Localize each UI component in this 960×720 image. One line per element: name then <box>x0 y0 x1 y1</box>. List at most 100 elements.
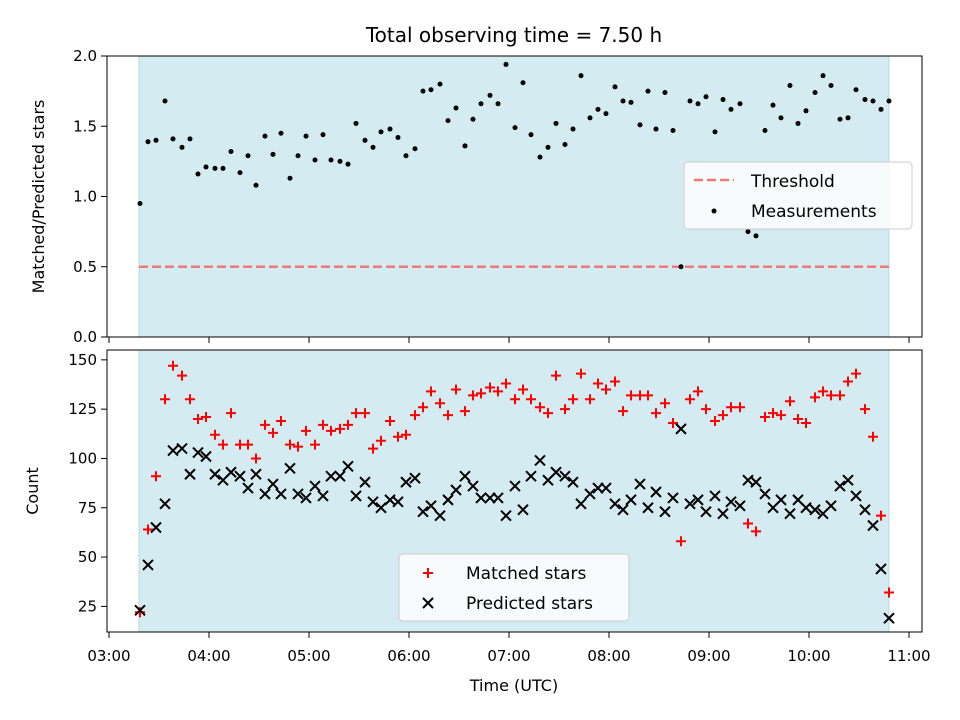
legend-matched-label: Matched stars <box>466 564 586 584</box>
x-tick-label: 11:00 <box>887 647 930 665</box>
matched-stars-point <box>218 439 228 450</box>
matched-stars-point <box>751 526 761 537</box>
measurement-point <box>770 102 776 108</box>
predicted-stars-point <box>550 466 562 478</box>
predicted-stars-point <box>317 490 329 502</box>
measurement-point <box>645 88 651 94</box>
measurement-point <box>562 142 568 148</box>
measurement-point <box>420 88 426 94</box>
measurement-point <box>245 153 251 159</box>
matched-stars-point <box>785 396 795 407</box>
matched-stars-point <box>493 386 503 397</box>
matched-stars-point <box>726 402 736 413</box>
x-axis-label: Time (UTC) <box>469 676 558 695</box>
matched-stars-point <box>560 404 570 415</box>
matched-stars-point <box>468 390 478 401</box>
predicted-stars-point <box>209 468 221 480</box>
matched-stars-point <box>810 392 820 403</box>
matched-stars-point <box>735 402 745 413</box>
predicted-stars-point <box>750 476 762 488</box>
predicted-stars-point <box>775 494 787 506</box>
measurement-point <box>195 171 201 177</box>
predicted-stars-point <box>575 498 587 510</box>
measurement-point <box>703 94 709 100</box>
matched-stars-point <box>393 431 403 442</box>
matched-stars-point <box>710 415 720 426</box>
predicted-stars-point <box>159 498 171 510</box>
measurement-point <box>137 201 143 207</box>
measurement-point <box>179 144 185 150</box>
measurement-point <box>720 97 726 103</box>
x-tick-label: 06:00 <box>387 647 430 665</box>
matched-stars-point <box>843 376 853 387</box>
measurement-point <box>886 98 892 104</box>
matched-stars-point <box>826 390 836 401</box>
matched-stars-point <box>485 382 495 393</box>
predicted-stars-point <box>334 470 346 482</box>
measurement-point <box>753 233 759 239</box>
measurement-point <box>662 90 668 96</box>
matched-stars-point <box>193 414 203 425</box>
measurement-point <box>478 101 484 107</box>
matched-stars-point <box>385 415 395 426</box>
matched-stars-point <box>768 408 778 419</box>
measurement-point <box>812 90 818 96</box>
measurement-point <box>495 101 501 107</box>
measurement-point <box>595 106 601 112</box>
legend-measurements-swatch <box>711 208 717 214</box>
measurement-point <box>145 139 151 145</box>
count-y-tick-label: 125 <box>68 400 97 418</box>
matched-stars-point <box>351 408 361 419</box>
measurement-point <box>828 83 834 89</box>
matched-stars-point <box>435 398 445 409</box>
predicted-stars-point <box>609 498 621 510</box>
measurement-point <box>228 149 234 155</box>
measurement-point <box>295 153 301 159</box>
ratio-y-tick-label: 2.0 <box>73 47 97 65</box>
predicted-stars-point <box>734 500 746 512</box>
predicted-stars-point <box>850 490 862 502</box>
predicted-stars-point <box>642 502 654 514</box>
legend-threshold-label: Threshold <box>750 172 835 192</box>
predicted-stars-point <box>475 492 487 504</box>
measurement-point <box>203 164 209 170</box>
measurement-point <box>445 118 451 124</box>
predicted-stars-point <box>534 454 546 467</box>
matched-stars-point <box>343 419 353 430</box>
matched-stars-point <box>568 394 578 405</box>
predicted-stars-point <box>659 505 671 518</box>
measurement-point <box>570 126 576 132</box>
predicted-stars-point <box>842 474 854 486</box>
predicted-stars-point <box>359 476 371 488</box>
predicted-stars-point <box>684 498 696 510</box>
ratio-y-tick-label: 0.0 <box>73 328 97 346</box>
measurement-point <box>220 165 226 171</box>
matched-stars-point <box>326 425 336 436</box>
predicted-stars-point <box>275 488 287 500</box>
measurement-point <box>370 144 376 150</box>
matched-stars-point <box>818 386 828 397</box>
predicted-stars-point <box>425 500 437 512</box>
matched-stars-point <box>676 536 686 547</box>
matched-stars-point <box>360 408 370 419</box>
predicted-stars-point <box>409 472 421 484</box>
ratio-y-tick-label: 1.0 <box>73 188 97 206</box>
matched-stars-point <box>293 441 303 452</box>
predicted-stars-point <box>500 509 512 522</box>
ratio-y-tick-label: 0.5 <box>73 258 97 276</box>
measurement-point <box>345 161 351 167</box>
measurement-point <box>653 126 659 132</box>
matched-stars-point <box>535 402 545 413</box>
measurement-point <box>187 136 193 142</box>
measurement-point <box>762 127 768 133</box>
count-y-axis-label: Count <box>23 467 42 515</box>
ratio-panel: 0.0 0.5 1.0 1.5 2.0 Matched/Predicted stars Th… <box>29 47 923 346</box>
predicted-stars-point <box>184 468 196 480</box>
measurement-point <box>587 115 593 121</box>
measurement-point <box>262 133 268 139</box>
matched-stars-point <box>460 406 470 417</box>
predicted-stars-point <box>650 486 662 498</box>
predicted-stars-point <box>167 444 179 457</box>
matched-stars-point <box>860 404 870 415</box>
matched-stars-point <box>651 408 661 419</box>
